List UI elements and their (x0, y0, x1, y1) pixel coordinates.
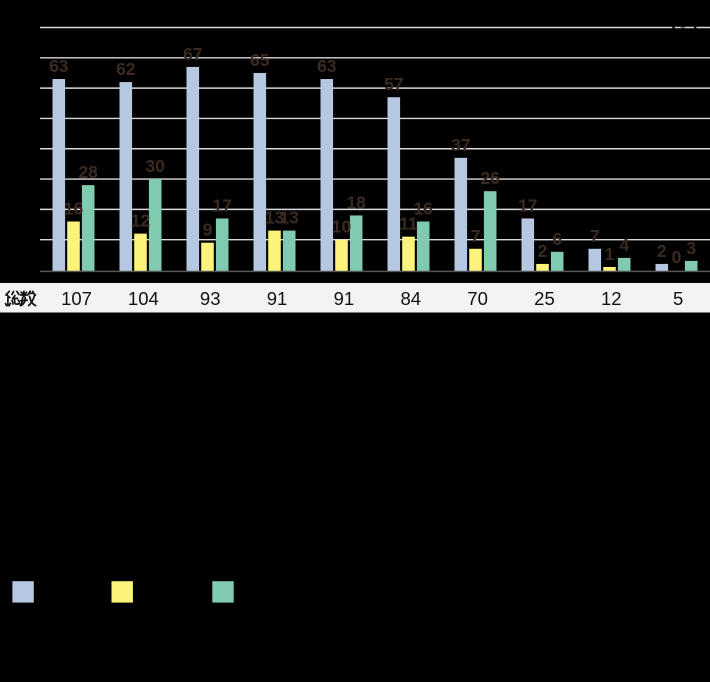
svg-text:37: 37 (451, 135, 470, 155)
svg-text:11: 11 (399, 214, 418, 234)
svg-text:4: 4 (619, 235, 629, 255)
svg-text:17: 17 (518, 195, 537, 215)
svg-text:62: 62 (116, 59, 136, 79)
svg-text:17: 17 (212, 195, 231, 215)
svg-text:57: 57 (384, 74, 403, 94)
svg-text:26: 26 (480, 168, 500, 188)
svg-text:1: 1 (605, 244, 615, 264)
svg-text:2: 2 (538, 241, 548, 261)
svg-text:84: 84 (400, 288, 421, 309)
svg-text:13: 13 (265, 208, 285, 228)
svg-text:25: 25 (534, 288, 555, 309)
svg-text:7: 7 (471, 226, 481, 246)
svg-text:63: 63 (49, 56, 69, 76)
svg-text:3: 3 (686, 238, 696, 258)
svg-text:67: 67 (183, 44, 202, 64)
svg-text:93: 93 (200, 288, 221, 309)
svg-text:9: 9 (203, 220, 213, 240)
svg-text:13: 13 (279, 208, 299, 228)
svg-text:16: 16 (413, 199, 433, 219)
svg-text:30: 30 (145, 156, 165, 176)
svg-text:10: 10 (332, 217, 352, 237)
svg-text:12: 12 (601, 288, 622, 309)
svg-text:7: 7 (590, 226, 600, 246)
svg-text:91: 91 (334, 288, 355, 309)
svg-text:91: 91 (267, 288, 288, 309)
svg-text:70: 70 (467, 288, 488, 309)
svg-text:28: 28 (78, 162, 98, 182)
svg-text:6: 6 (552, 229, 562, 249)
svg-text:2: 2 (657, 241, 667, 261)
svg-text:63: 63 (317, 56, 337, 76)
svg-text:12: 12 (131, 211, 151, 231)
svg-text:16: 16 (64, 199, 84, 219)
svg-text:0: 0 (672, 247, 682, 267)
svg-text:5: 5 (673, 288, 683, 309)
svg-text:107: 107 (61, 288, 92, 309)
svg-text:65: 65 (250, 50, 270, 70)
svg-text:18: 18 (346, 192, 366, 212)
svg-text:104: 104 (128, 288, 159, 309)
